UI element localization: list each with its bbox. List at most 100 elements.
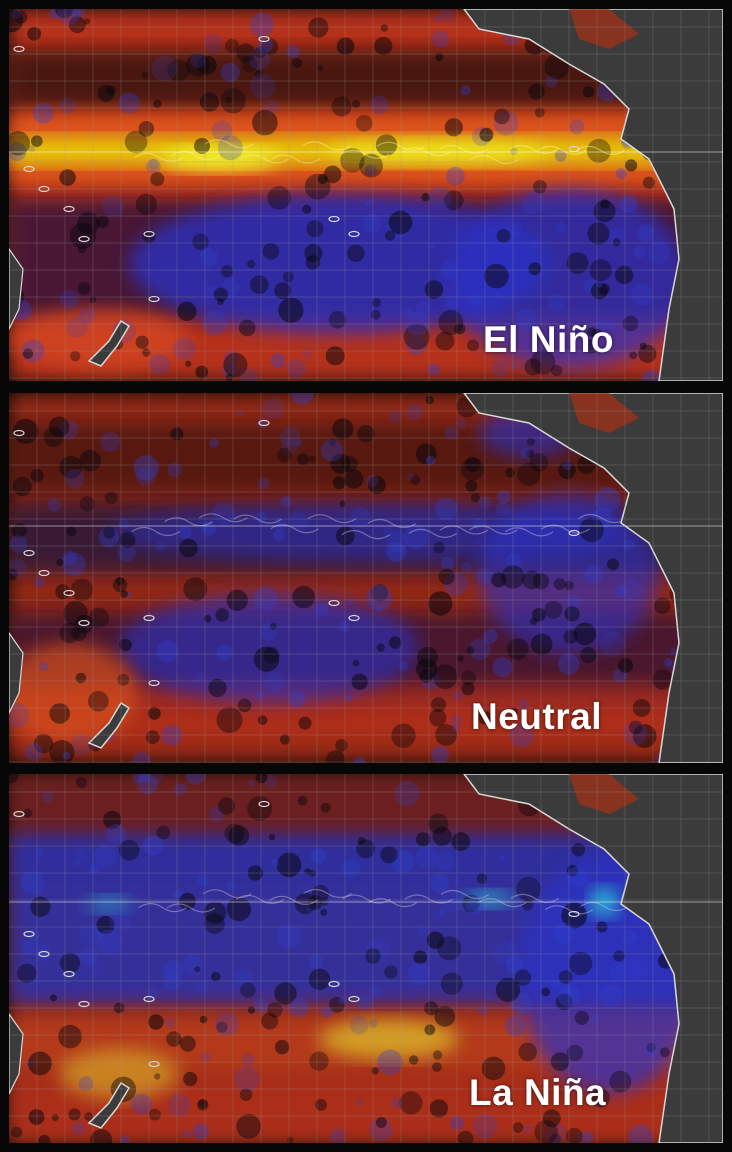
texture-speck xyxy=(623,721,648,746)
texture-speck xyxy=(22,348,34,359)
texture-speck xyxy=(98,527,120,548)
texture-speck xyxy=(573,622,597,646)
texture-speck xyxy=(365,199,373,207)
texture-speck xyxy=(277,924,302,949)
texture-speck xyxy=(28,1051,52,1076)
wave-streak xyxy=(537,145,587,155)
texture-speck xyxy=(153,99,162,109)
texture-speck xyxy=(468,292,483,307)
texture-speck xyxy=(170,427,184,441)
texture-speck xyxy=(69,222,96,249)
texture-speck xyxy=(310,848,326,864)
texture-speck xyxy=(133,455,159,481)
texture-speck xyxy=(375,1117,387,1128)
texture-speck xyxy=(276,852,302,878)
texture-speck xyxy=(197,55,217,75)
texture-speck xyxy=(368,476,386,494)
texture-speck xyxy=(670,647,677,655)
texture-speck xyxy=(193,672,205,684)
neutral-map-panel: Neutral xyxy=(0,384,732,772)
equatorial-wave-streaks xyxy=(134,139,625,165)
texture-speck xyxy=(404,307,414,318)
texture-speck xyxy=(41,790,54,803)
texture-speck xyxy=(425,455,436,466)
wave-streak xyxy=(440,889,490,900)
australia-edge xyxy=(9,247,24,330)
texture-speck xyxy=(659,1047,670,1058)
texture-speck xyxy=(177,301,197,321)
texture-speck xyxy=(607,321,616,330)
anomaly-patch xyxy=(59,1049,179,1099)
texture-speck xyxy=(454,323,466,335)
texture-speck xyxy=(328,311,347,329)
texture-speck xyxy=(252,109,278,136)
texture-speck xyxy=(407,473,415,481)
texture-speck xyxy=(371,1067,379,1075)
texture-speck xyxy=(304,868,311,875)
texture-speck xyxy=(591,508,612,528)
wave-streak xyxy=(271,154,320,164)
texture-speck xyxy=(226,897,251,922)
texture-speck xyxy=(200,1052,211,1063)
texture-speck xyxy=(545,75,558,88)
texture-speck xyxy=(9,9,24,33)
texture-speck xyxy=(167,1093,191,1117)
texture-speck xyxy=(466,896,485,915)
texture-speck xyxy=(522,191,546,215)
wave-streak xyxy=(138,903,187,913)
texture-speck xyxy=(148,158,159,170)
wave-streak xyxy=(477,898,527,908)
texture-speck xyxy=(58,1024,82,1049)
texture-speck xyxy=(146,159,161,174)
texture-speck xyxy=(332,476,346,490)
texture-speck xyxy=(199,1015,208,1024)
texture-speck xyxy=(380,846,398,864)
texture-speck xyxy=(182,954,204,976)
gulf-region xyxy=(569,774,639,814)
texture-speck xyxy=(166,1031,182,1047)
texture-speck xyxy=(460,85,471,96)
texture-speck xyxy=(142,348,151,357)
texture-speck xyxy=(484,263,509,289)
texture-speck xyxy=(528,83,545,100)
texture-speck xyxy=(561,902,588,929)
texture-speck xyxy=(527,437,535,446)
texture-speck xyxy=(483,629,498,644)
texture-speck xyxy=(11,1126,23,1138)
texture-speck xyxy=(429,709,447,727)
texture-speck xyxy=(308,455,317,464)
texture-speck xyxy=(220,265,234,278)
wave-streak xyxy=(166,903,216,913)
texture-speck xyxy=(357,993,374,1011)
texture-speck xyxy=(451,832,471,851)
texture-speck xyxy=(472,1113,498,1139)
texture-speck xyxy=(247,796,272,821)
texture-speck xyxy=(96,929,122,956)
texture-speck xyxy=(596,921,608,933)
anomaly-patch xyxy=(159,147,279,171)
texture-speck xyxy=(457,1130,474,1143)
texture-speck xyxy=(524,358,542,376)
texture-speck xyxy=(350,1015,369,1035)
texture-speck xyxy=(75,672,87,684)
island-outline xyxy=(78,235,90,243)
texture-speck xyxy=(278,297,304,323)
texture-speck xyxy=(178,892,196,910)
island-outline xyxy=(348,995,360,1003)
texture-speck xyxy=(49,703,70,724)
texture-speck xyxy=(457,655,464,662)
gulf-region xyxy=(569,9,639,49)
texture-speck xyxy=(532,607,546,622)
texture-speck xyxy=(32,102,54,124)
texture-speck xyxy=(431,745,449,763)
texture-speck xyxy=(489,332,496,340)
texture-speck xyxy=(108,908,132,932)
texture-speck xyxy=(415,300,432,317)
texture-speck xyxy=(274,282,291,300)
texture-speck xyxy=(196,1099,209,1111)
texture-speck xyxy=(78,307,96,324)
texture-speck xyxy=(248,780,255,787)
texture-speck xyxy=(281,437,299,455)
texture-speck xyxy=(145,730,160,745)
texture-speck xyxy=(383,526,394,537)
